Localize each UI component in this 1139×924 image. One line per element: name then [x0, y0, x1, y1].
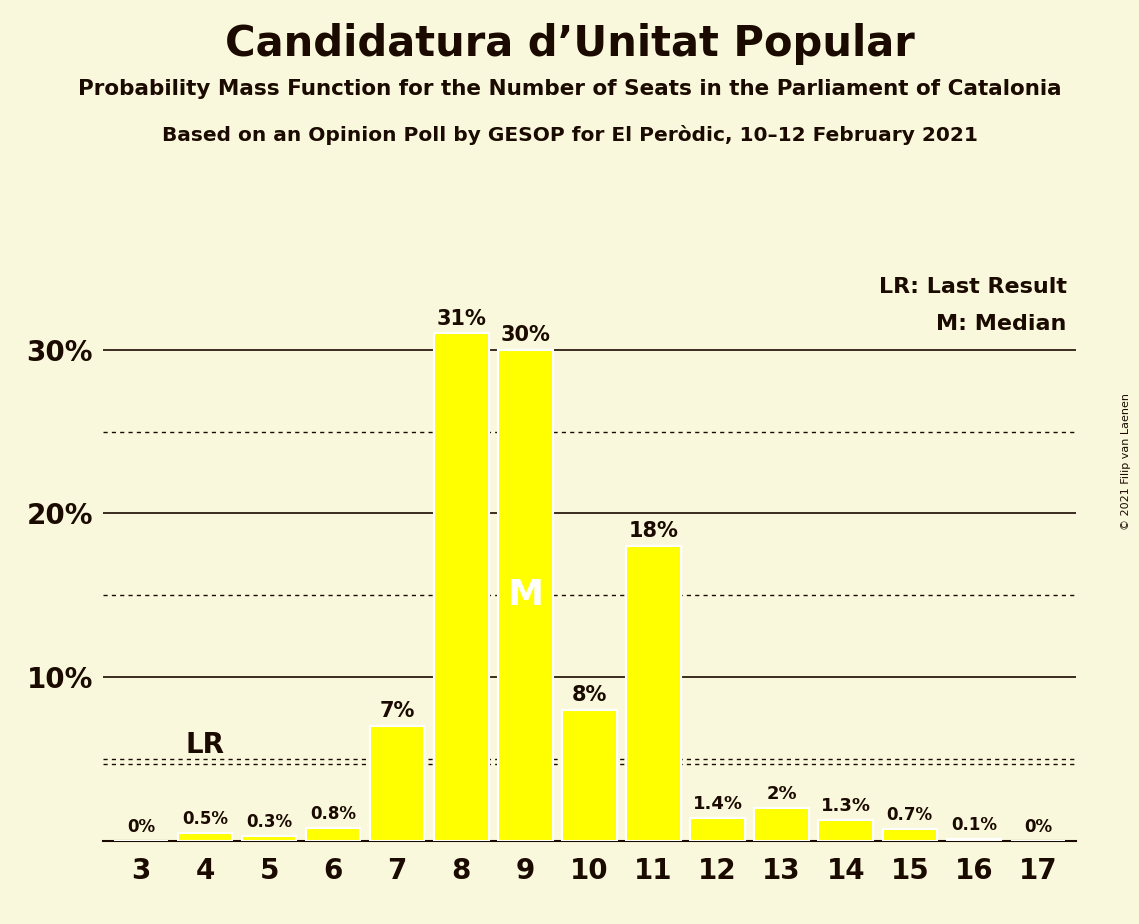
Text: 0.1%: 0.1%	[951, 816, 997, 834]
Text: 31%: 31%	[436, 309, 486, 329]
Text: 8%: 8%	[572, 685, 607, 705]
Text: 2%: 2%	[767, 785, 797, 803]
Bar	[947, 839, 1001, 841]
Text: LR: LR	[186, 731, 224, 759]
Bar	[819, 820, 872, 841]
Text: 0%: 0%	[1024, 818, 1052, 836]
Bar	[370, 726, 425, 841]
Text: 1.3%: 1.3%	[821, 796, 870, 815]
Bar	[241, 836, 296, 841]
Text: LR: Last Result: LR: Last Result	[878, 276, 1066, 297]
Text: 0%: 0%	[126, 818, 155, 836]
Text: 1.4%: 1.4%	[693, 795, 743, 813]
Text: © 2021 Filip van Laenen: © 2021 Filip van Laenen	[1121, 394, 1131, 530]
Bar	[690, 818, 745, 841]
Bar	[563, 710, 616, 841]
Text: Candidatura d’Unitat Popular: Candidatura d’Unitat Popular	[224, 23, 915, 65]
Text: 7%: 7%	[379, 701, 415, 722]
Text: 0.8%: 0.8%	[310, 805, 357, 823]
Text: M: Median: M: Median	[936, 314, 1066, 334]
Bar	[306, 828, 360, 841]
Text: 0.7%: 0.7%	[887, 807, 933, 824]
Bar	[754, 808, 809, 841]
Bar	[883, 830, 937, 841]
Bar	[178, 833, 232, 841]
Text: 30%: 30%	[500, 325, 550, 345]
Text: 18%: 18%	[629, 521, 679, 541]
Bar	[498, 350, 552, 841]
Text: Based on an Opinion Poll by GESOP for El Peròdic, 10–12 February 2021: Based on an Opinion Poll by GESOP for El…	[162, 125, 977, 145]
Text: 0.3%: 0.3%	[246, 813, 292, 831]
Text: Probability Mass Function for the Number of Seats in the Parliament of Catalonia: Probability Mass Function for the Number…	[77, 79, 1062, 99]
Text: 0.5%: 0.5%	[182, 809, 228, 828]
Bar	[434, 334, 489, 841]
Text: M: M	[507, 578, 543, 613]
Bar	[626, 546, 681, 841]
